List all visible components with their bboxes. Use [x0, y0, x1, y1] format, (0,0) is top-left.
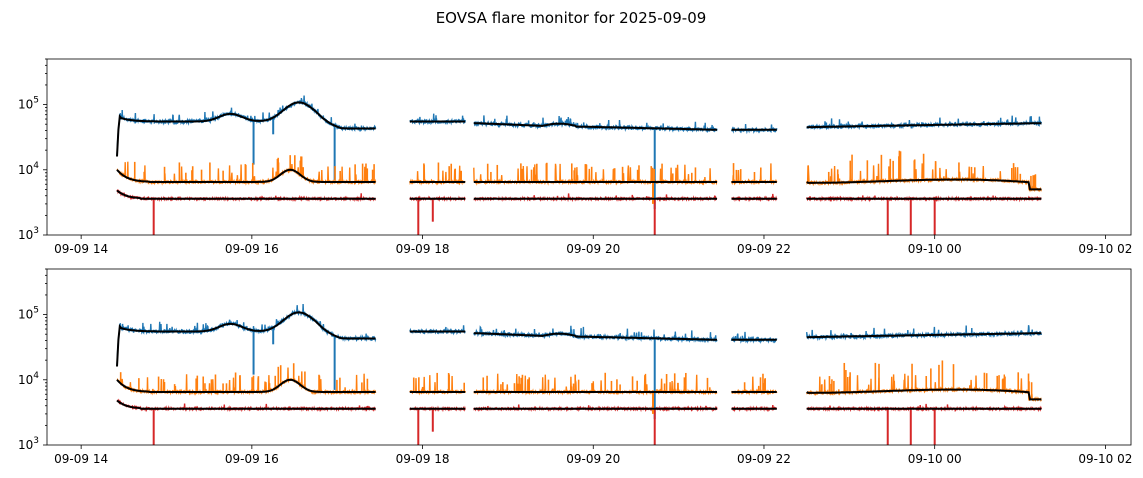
x-tick-label: 09-10 00 — [908, 452, 962, 466]
x-tick-label: 09-09 14 — [54, 242, 108, 256]
y-tick-label: 103 — [18, 226, 39, 242]
x-tick-label: 09-09 20 — [566, 452, 620, 466]
y-tick-label: 103 — [18, 436, 39, 452]
x-tick-label: 09-09 18 — [396, 242, 450, 256]
x-tick-label: 09-09 22 — [737, 452, 791, 466]
x-tick-label: 09-09 16 — [225, 242, 279, 256]
series-smoothed-background — [116, 311, 1042, 367]
x-tick-label: 09-10 02 — [1078, 242, 1132, 256]
top-panel-plot-area — [116, 95, 1043, 235]
x-tick-label: 09-09 20 — [566, 242, 620, 256]
series-smoothed-background — [116, 189, 1042, 200]
series-smoothed-background — [116, 101, 1042, 157]
chart-title: EOVSA flare monitor for 2025-09-09 — [436, 9, 707, 27]
x-tick-label: 09-09 18 — [396, 452, 450, 466]
x-tick-label: 09-09 22 — [737, 242, 791, 256]
y-tick-label: 105 — [18, 96, 39, 112]
series-smoothed-background — [116, 399, 1042, 410]
x-tick-label: 09-09 16 — [225, 452, 279, 466]
series-smoothed-background — [116, 378, 1042, 401]
y-tick-label: 104 — [18, 161, 39, 177]
x-tick-label: 09-10 00 — [908, 242, 962, 256]
x-tick-label: 09-09 14 — [54, 452, 108, 466]
bottom-panel: 09-09 14 09-09 16 09-09 18 09-09 20 09-09 22… — [18, 268, 1132, 466]
series-smoothed-background — [116, 168, 1042, 191]
y-tick-label: 105 — [18, 306, 39, 322]
bottom-panel-frame — [46, 268, 1132, 446]
top-panel: 09-09 14 09-09 16 09-09 18 09-09 20 09-09 22… — [18, 58, 1132, 256]
x-tick-label: 09-10 02 — [1078, 452, 1132, 466]
panels: 09-09 14 09-09 16 09-09 18 09-09 20 09-09 22… — [18, 58, 1132, 466]
top-panel-frame — [46, 58, 1132, 236]
bottom-panel-plot-area — [116, 303, 1043, 445]
y-tick-label: 104 — [18, 371, 39, 387]
series-mid-channel — [116, 161, 1043, 193]
